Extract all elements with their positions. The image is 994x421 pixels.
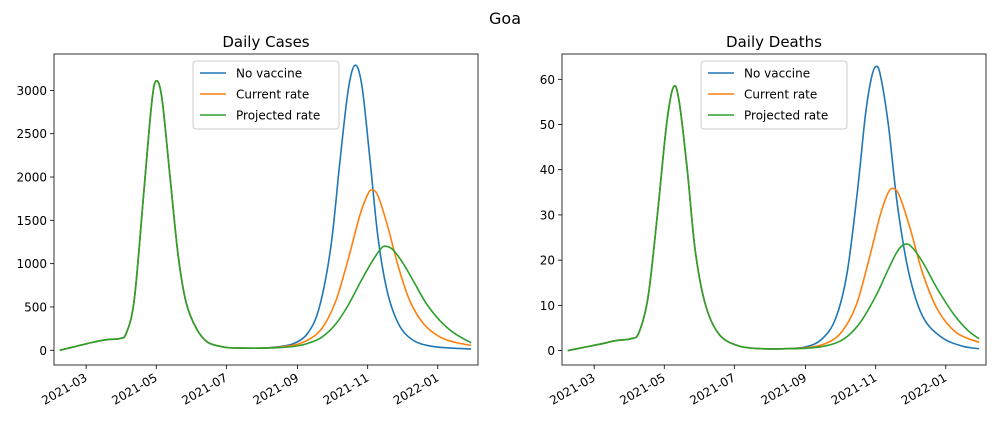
y-tick-label: 30: [540, 208, 555, 222]
y-tick-label: 3000: [16, 84, 47, 98]
legend-box: [700, 60, 848, 130]
legend: No vaccine Current rate Projected rate: [192, 60, 340, 130]
x-tick-label: 2021-05: [617, 370, 667, 407]
x-tick-label: 2022-01: [391, 370, 441, 407]
figure-title: Goa: [489, 9, 521, 28]
legend-label-no-vaccine: No vaccine: [236, 67, 302, 81]
y-tick-label: 1500: [16, 214, 47, 228]
legend-label-no-vaccine: No vaccine: [744, 67, 810, 81]
series-line-projected-rate: [567, 85, 980, 352]
legend-label-current-rate: Current rate: [744, 88, 817, 102]
y-tick-label: 500: [24, 300, 47, 314]
y-tick-label: 40: [540, 163, 555, 177]
y-tick-label: 2500: [16, 127, 47, 141]
plot-frame: [561, 53, 987, 366]
x-tick-label: 2021-09: [759, 370, 809, 407]
y-tick-label: 10: [540, 299, 555, 313]
x-tick-label: 2021-11: [321, 370, 371, 407]
x-tick-label: 2022-01: [899, 370, 949, 407]
y-tick-label: 1000: [16, 257, 47, 271]
x-tick-label: 2021-03: [547, 370, 597, 407]
x-tick-label: 2021-11: [829, 370, 879, 407]
daily-cases-chart: Daily Cases 0 500 1000 1500 2000 2500 3000 2021-…: [16, 33, 479, 408]
series-line-projected-rate: [59, 79, 472, 352]
y-tick-label: 2000: [16, 171, 47, 185]
legend-box: [192, 60, 340, 130]
legend-label-current-rate: Current rate: [236, 88, 309, 102]
y-tick-label: 0: [39, 344, 47, 358]
x-tick-label: 2021-07: [687, 370, 737, 407]
y-tick-label: 60: [540, 73, 555, 87]
legend-label-projected-rate: Projected rate: [744, 109, 828, 123]
daily-deaths-chart: Daily Deaths 0 10 20 30 40 50 60 2021-03 2021-05 2…: [540, 33, 987, 408]
x-tick-label: 2021-03: [39, 370, 89, 407]
plot-frame: [53, 53, 479, 366]
chart-title: Daily Deaths: [726, 33, 822, 51]
chart-title: Daily Cases: [222, 33, 309, 51]
y-tick-label: 0: [547, 344, 555, 358]
legend-label-projected-rate: Projected rate: [236, 109, 320, 123]
legend: No vaccine Current rate Projected rate: [700, 60, 848, 130]
x-tick-label: 2021-07: [179, 370, 229, 407]
x-tick-label: 2021-09: [251, 370, 301, 407]
y-tick-label: 50: [540, 118, 555, 132]
y-tick-label: 20: [540, 254, 555, 268]
x-tick-label: 2021-05: [109, 370, 159, 407]
